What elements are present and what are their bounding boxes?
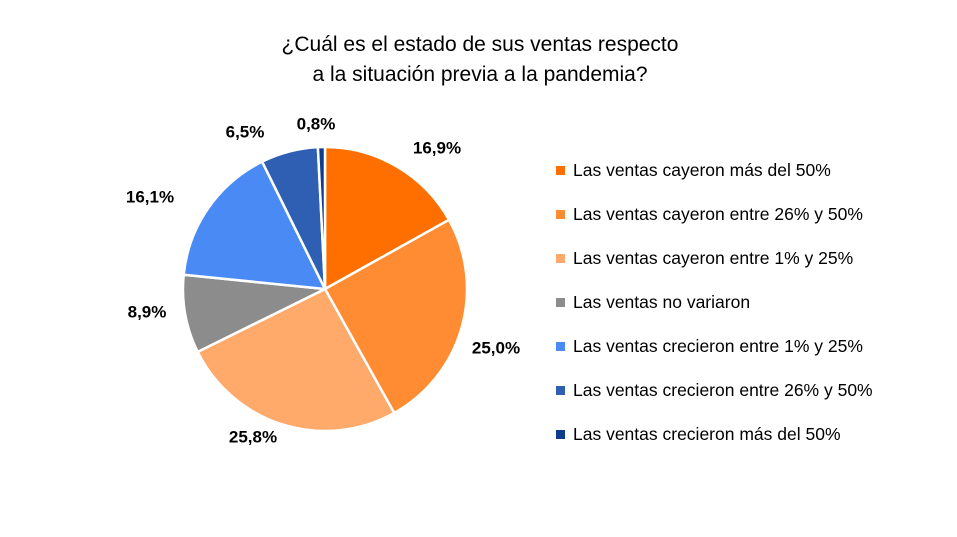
legend-item-2: Las ventas cayeron entre 26% y 50% <box>556 192 873 236</box>
legend-swatch <box>556 253 565 263</box>
chart-title: ¿Cuál es el estado de sus ventas respect… <box>200 30 760 90</box>
legend-item-3: Las ventas cayeron entre 1% y 25% <box>556 236 873 280</box>
legend-label: Las ventas crecieron entre 1% y 25% <box>573 335 863 356</box>
legend-swatch <box>556 165 565 175</box>
data-label-6: 6,5% <box>226 122 265 141</box>
legend-item-5: Las ventas crecieron entre 1% y 25% <box>556 324 873 368</box>
pie-slice-7 <box>316 145 327 291</box>
data-label-4: 8,9% <box>128 302 167 321</box>
legend-label: Las ventas cayeron entre 26% y 50% <box>573 203 863 224</box>
legend-swatch <box>556 341 565 351</box>
pie-slice-1 <box>323 145 451 291</box>
pie-slice-3 <box>196 287 396 433</box>
legend-label: Las ventas cayeron más del 50% <box>573 159 831 180</box>
chart-title-line-1: ¿Cuál es el estado de sus ventas respect… <box>281 33 679 56</box>
legend-item-6: Las ventas crecieron entre 26% y 50% <box>556 368 873 412</box>
data-label-1: 16,9% <box>413 138 461 157</box>
chart-title-line-2: a la situación previa a la pandemia? <box>312 63 648 86</box>
legend-label: Las ventas crecieron entre 26% y 50% <box>573 379 873 400</box>
legend-swatch <box>556 429 565 439</box>
legend-swatch <box>556 209 565 219</box>
pie-slice-5 <box>182 160 327 291</box>
legend-label: Las ventas cayeron entre 1% y 25% <box>573 247 854 268</box>
pie-slice-2 <box>323 218 469 415</box>
data-label-5: 16,1% <box>126 187 174 206</box>
legend: Las ventas cayeron más del 50% Las ventas… <box>556 148 873 456</box>
legend-swatch <box>556 385 565 395</box>
legend-item-7: Las ventas crecieron más del 50% <box>556 412 873 456</box>
legend-label: Las ventas no variaron <box>573 291 751 312</box>
data-label-3: 25,8% <box>229 427 277 446</box>
legend-item-4: Las ventas no variaron <box>556 280 873 324</box>
data-label-7: 0,8% <box>297 114 336 133</box>
data-label-2: 25,0% <box>472 338 520 357</box>
legend-label: Las ventas crecieron más del 50% <box>573 423 841 444</box>
legend-swatch <box>556 297 565 307</box>
legend-item-1: Las ventas cayeron más del 50% <box>556 148 873 192</box>
